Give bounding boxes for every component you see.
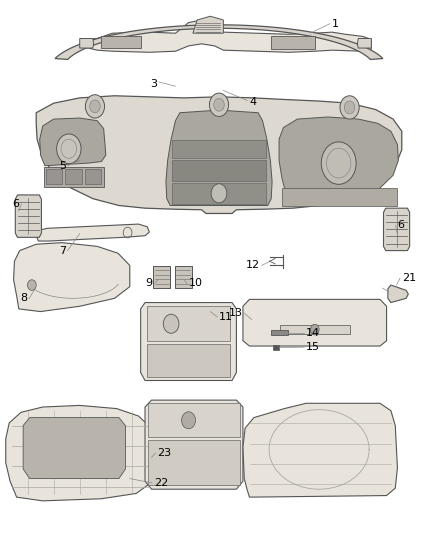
Circle shape — [209, 93, 229, 116]
Text: 7: 7 — [59, 246, 66, 256]
Polygon shape — [243, 403, 397, 497]
Polygon shape — [36, 224, 149, 241]
Polygon shape — [147, 306, 230, 341]
Text: 21: 21 — [402, 273, 416, 283]
Polygon shape — [148, 440, 240, 485]
Polygon shape — [46, 169, 62, 184]
Text: 13: 13 — [229, 308, 243, 318]
Polygon shape — [282, 188, 397, 206]
Circle shape — [182, 412, 195, 429]
Polygon shape — [388, 285, 408, 303]
Text: 12: 12 — [246, 261, 260, 270]
Circle shape — [344, 101, 355, 114]
Polygon shape — [14, 243, 130, 312]
Polygon shape — [243, 300, 387, 346]
Text: 10: 10 — [188, 278, 202, 288]
Polygon shape — [80, 20, 371, 52]
Polygon shape — [102, 36, 141, 48]
Polygon shape — [145, 400, 243, 489]
Circle shape — [340, 96, 359, 119]
FancyBboxPatch shape — [173, 160, 265, 181]
Circle shape — [90, 100, 100, 113]
Polygon shape — [273, 345, 279, 350]
Text: 6: 6 — [397, 220, 404, 230]
FancyBboxPatch shape — [173, 183, 265, 204]
Text: 14: 14 — [306, 328, 320, 338]
Circle shape — [311, 324, 319, 335]
Polygon shape — [153, 266, 170, 288]
Polygon shape — [23, 418, 125, 479]
Polygon shape — [148, 403, 240, 437]
Circle shape — [28, 280, 36, 290]
Text: 5: 5 — [59, 161, 66, 171]
Polygon shape — [271, 36, 315, 49]
Circle shape — [57, 134, 81, 164]
Polygon shape — [279, 117, 398, 206]
Text: 23: 23 — [157, 448, 171, 458]
Polygon shape — [166, 110, 272, 206]
Circle shape — [321, 142, 356, 184]
Circle shape — [85, 95, 105, 118]
Polygon shape — [44, 167, 104, 187]
Polygon shape — [15, 195, 42, 237]
Text: 11: 11 — [219, 312, 233, 322]
Circle shape — [163, 314, 179, 333]
Polygon shape — [65, 169, 82, 184]
Polygon shape — [357, 38, 371, 48]
Polygon shape — [40, 118, 106, 166]
Text: 9: 9 — [146, 278, 153, 288]
Polygon shape — [175, 266, 191, 288]
Polygon shape — [384, 208, 410, 251]
Polygon shape — [80, 38, 94, 48]
Text: 3: 3 — [150, 78, 157, 88]
Polygon shape — [85, 169, 102, 184]
Text: 6: 6 — [13, 199, 20, 209]
Text: 4: 4 — [250, 97, 257, 107]
Polygon shape — [147, 344, 230, 377]
Polygon shape — [271, 330, 288, 335]
Polygon shape — [55, 25, 383, 60]
Circle shape — [211, 184, 227, 203]
Polygon shape — [280, 325, 350, 334]
Polygon shape — [193, 16, 223, 33]
Polygon shape — [6, 406, 157, 501]
Polygon shape — [36, 96, 402, 214]
Text: 22: 22 — [154, 478, 168, 488]
Circle shape — [214, 99, 224, 111]
Polygon shape — [141, 303, 237, 381]
Text: 1: 1 — [332, 19, 339, 29]
Text: 8: 8 — [21, 293, 28, 303]
FancyBboxPatch shape — [173, 140, 265, 158]
Text: 15: 15 — [306, 342, 320, 352]
